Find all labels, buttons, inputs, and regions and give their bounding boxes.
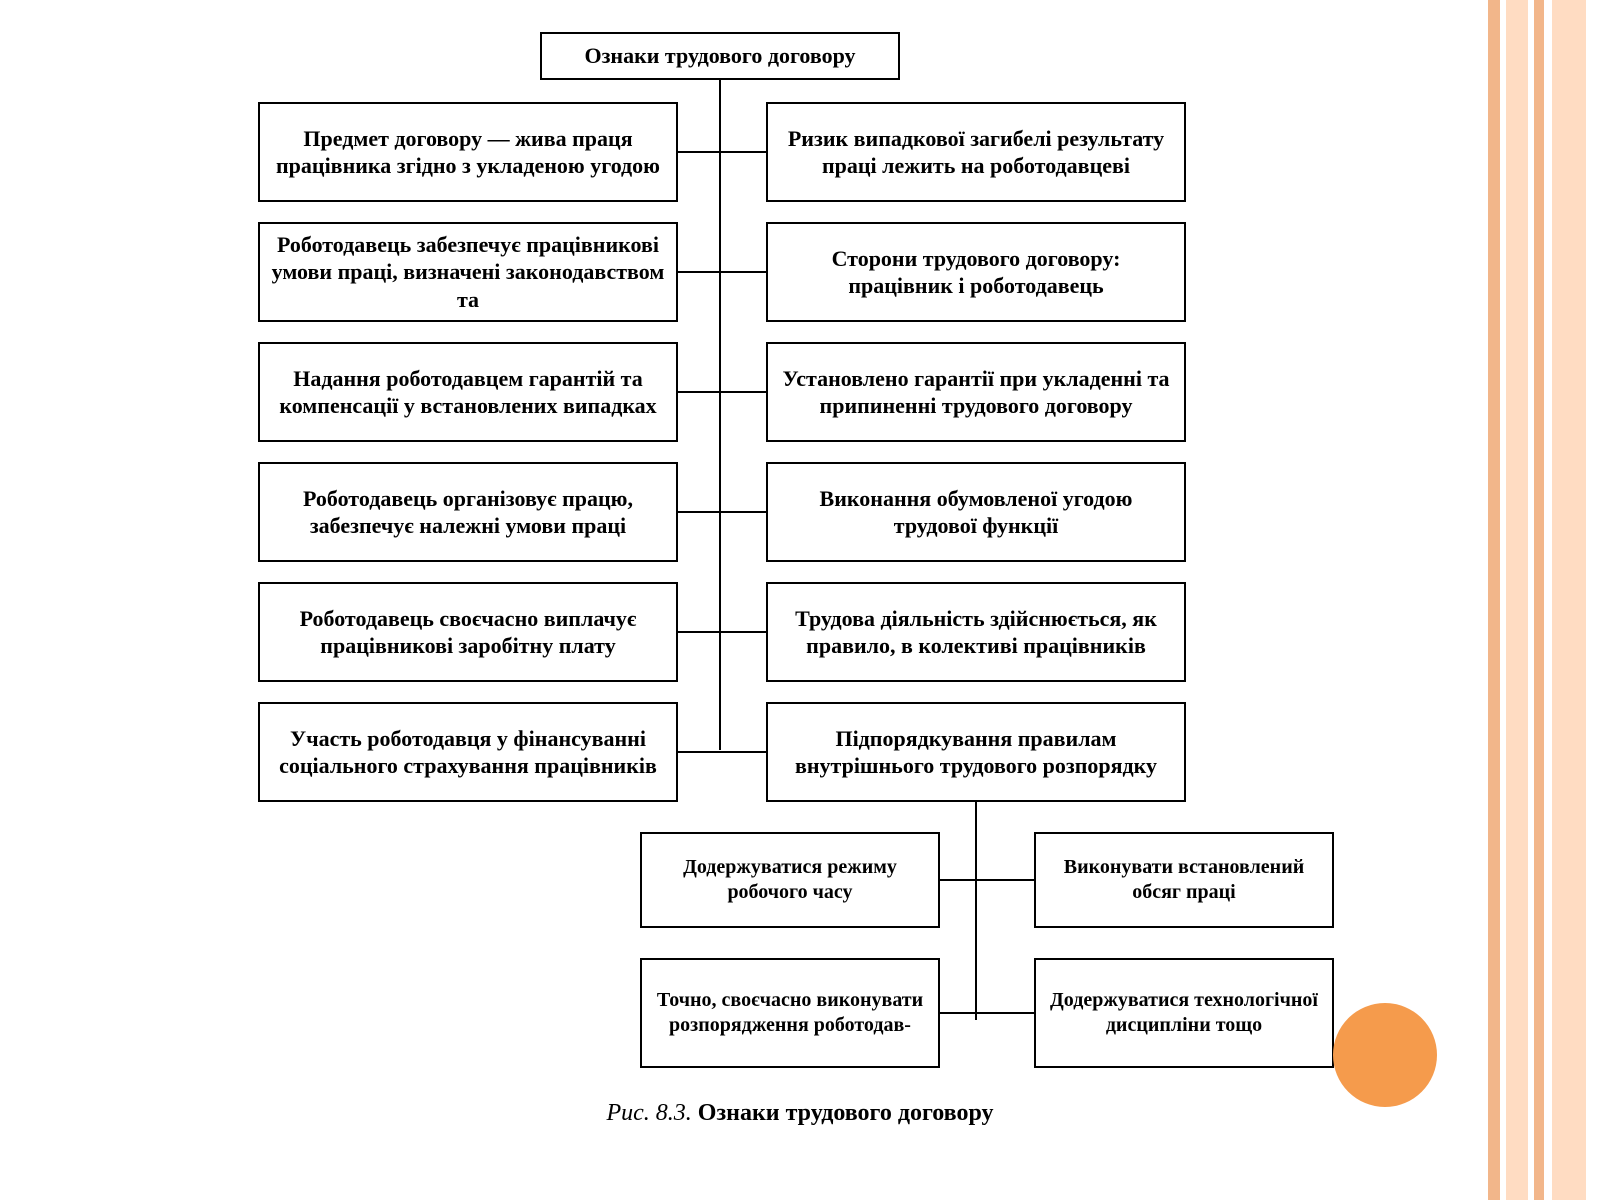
caption-title: Ознаки трудового договору — [698, 1100, 994, 1126]
decorative-circle-icon — [1333, 1003, 1437, 1107]
right-node-1: Ризик випадкової загибелі результату пра… — [766, 102, 1186, 202]
caption-prefix: Рис. 8.3. — [606, 1100, 697, 1126]
right-node-4: Виконання обумовленої угодою трудової фу… — [766, 462, 1186, 562]
left-node-1: Предмет договору — жива праця працівника… — [258, 102, 678, 202]
left-node-3: Надання роботодавцем гарантій та компенс… — [258, 342, 678, 442]
sub-right-node-2: Додержуватися технологічної дисципліни т… — [1034, 958, 1334, 1068]
root-node: Ознаки трудового договору — [540, 32, 900, 80]
left-node-4: Роботодавець організовує працю, забезпеч… — [258, 462, 678, 562]
side-stripe — [1534, 0, 1544, 1200]
right-node-2: Сторони трудового договору: працівник і … — [766, 222, 1186, 322]
side-stripe — [1488, 0, 1500, 1200]
sub-left-node-2: Точно, своєчасно виконувати розпорядженн… — [640, 958, 940, 1068]
side-stripe — [1552, 0, 1586, 1200]
sub-right-node-1: Виконувати встановлений обсяг праці — [1034, 832, 1334, 928]
left-node-2: Роботодавець забезпечує працівникові умо… — [258, 222, 678, 322]
side-stripe — [1506, 0, 1528, 1200]
left-node-5: Роботодавець своєчасно виплачує працівни… — [258, 582, 678, 682]
figure-caption: Рис. 8.3. Ознаки трудового договору — [0, 1100, 1600, 1127]
sub-left-node-1: Додержуватися режиму робочого часу — [640, 832, 940, 928]
right-node-6: Підпорядкування правилам внутрішнього тр… — [766, 702, 1186, 802]
left-node-6: Участь роботодавця у фінансуванні соціал… — [258, 702, 678, 802]
right-node-5: Трудова діяльність здійснюється, як прав… — [766, 582, 1186, 682]
right-node-3: Установлено гарантії при укладенні та пр… — [766, 342, 1186, 442]
